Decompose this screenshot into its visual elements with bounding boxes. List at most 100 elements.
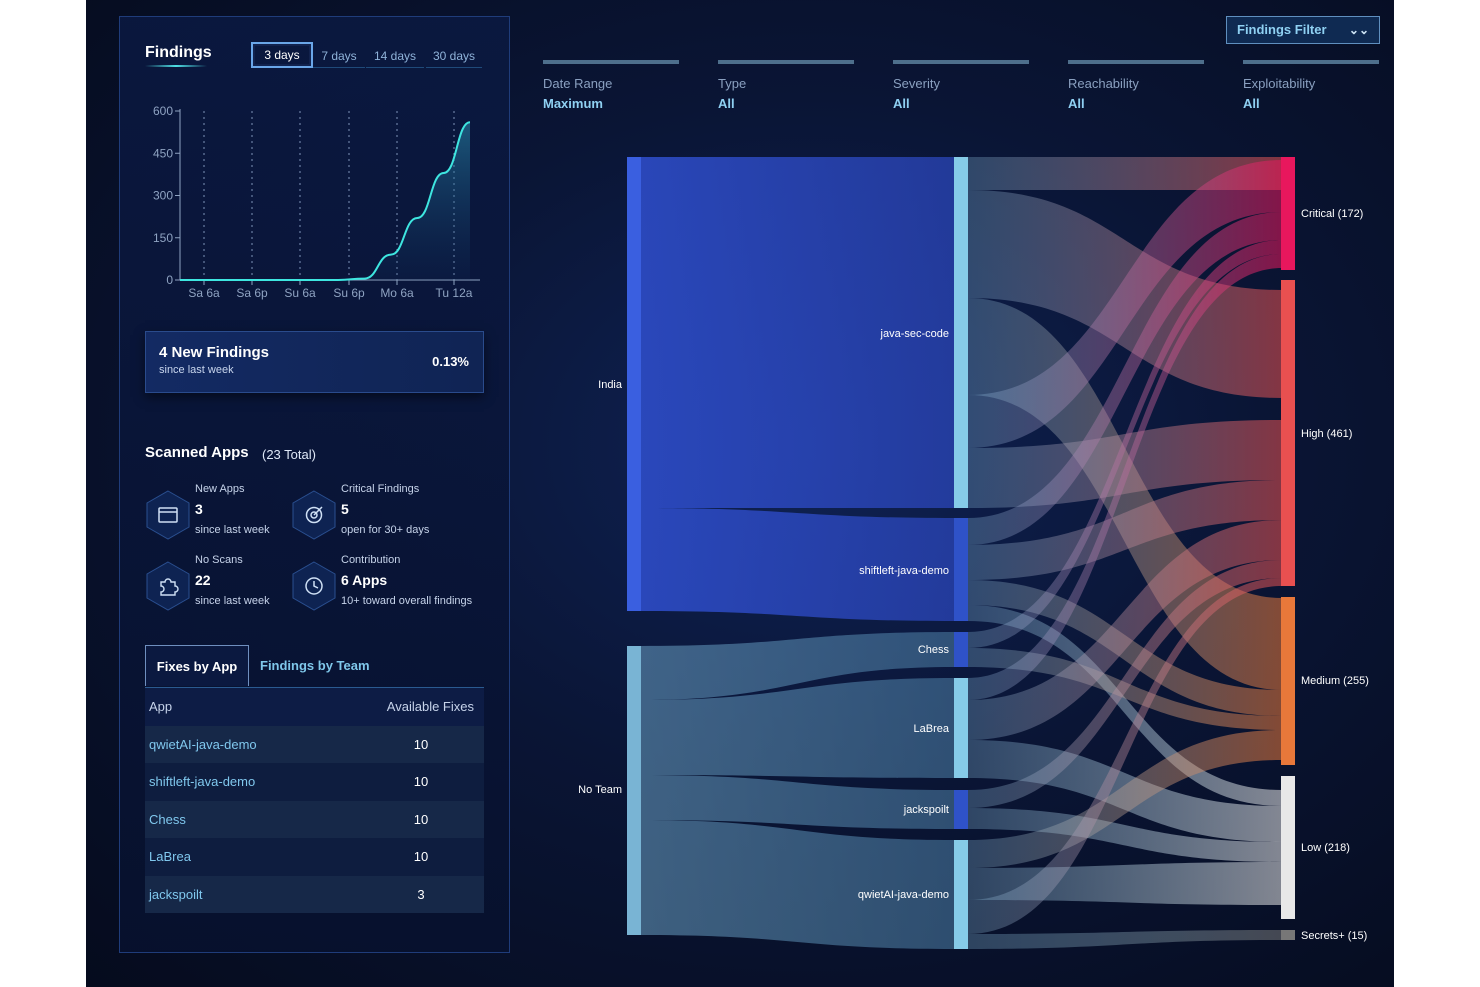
x-tick-label: Sa 6a: [188, 286, 220, 300]
range-tab-14-days[interactable]: 14 days: [366, 45, 424, 68]
y-tick-label: 450: [153, 146, 173, 160]
link-app-severity-14[interactable]: [968, 560, 1282, 808]
app-node-0[interactable]: [954, 157, 968, 508]
stat-new-apps: New Apps 3 since last week: [145, 483, 315, 547]
link-app-severity-0[interactable]: [968, 157, 1282, 190]
fix-count: 10: [413, 811, 429, 827]
app-node-4[interactable]: [954, 790, 968, 829]
link-app-severity-3[interactable]: [968, 160, 1282, 448]
app-node-1[interactable]: [954, 518, 968, 621]
link-app-severity-18[interactable]: [968, 578, 1282, 934]
severity-node-4[interactable]: [1281, 930, 1295, 940]
app-link[interactable]: qwietAI-java-demo: [149, 736, 257, 752]
column-header-app[interactable]: App: [149, 699, 173, 714]
new-findings-card: 4 New Findings since last week 0.13%: [145, 331, 484, 393]
facet-bar: [543, 60, 679, 64]
stat-label: No Scans: [195, 554, 243, 566]
app-link[interactable]: LaBrea: [149, 849, 191, 864]
dashboard-frame: Findings 3 days 7 days 14 days 30 days 6…: [86, 0, 1394, 987]
new-findings-subtitle: since last week: [159, 364, 234, 376]
findings-filter-button[interactable]: Findings Filter ⌄⌄: [1226, 16, 1380, 44]
severity-node-label: High (461): [1301, 428, 1352, 440]
link-noteam-labrea[interactable]: [641, 678, 954, 778]
x-tick-label: Su 6a: [284, 286, 316, 300]
link-india-shiftleft-java-demo[interactable]: [641, 508, 954, 621]
app-node-2[interactable]: [954, 632, 968, 667]
severity-node-1[interactable]: [1281, 280, 1295, 586]
link-app-severity-5[interactable]: [968, 212, 1282, 545]
stat-sub: since last week: [195, 524, 270, 536]
severity-node-3[interactable]: [1281, 776, 1295, 919]
y-tick-label: 150: [153, 231, 173, 245]
severity-node-0[interactable]: [1281, 157, 1295, 270]
facet-bar: [1068, 60, 1204, 64]
link-app-severity-8[interactable]: [968, 605, 1282, 806]
findings-trend-chart: 600 450 300 150 0 Sa 6a Sa 6p Su 6a Su 6p Mo 6a Tu…: [153, 104, 480, 300]
link-app-severity-16[interactable]: [968, 730, 1282, 868]
facet-exploitability[interactable]: Exploitability All: [1243, 60, 1379, 111]
tab-findings-by-team[interactable]: Findings by Team: [260, 658, 370, 673]
column-header-available-fixes[interactable]: Available Fixes: [386, 699, 474, 714]
app-node-label: qwietAI-java-demo: [858, 889, 949, 901]
app-link[interactable]: Chess: [149, 811, 186, 827]
trend-area: [180, 122, 470, 280]
tab-fixes-by-app[interactable]: Fixes by App: [145, 645, 249, 686]
app-node-3[interactable]: [954, 678, 968, 778]
link-noteam-chess[interactable]: [641, 632, 954, 700]
y-tick-label: 600: [153, 104, 173, 118]
facet-value[interactable]: All: [893, 96, 910, 111]
fix-count: 10: [413, 849, 429, 864]
table-row[interactable]: LaBrea 10: [145, 838, 484, 876]
findings-panel: Findings 3 days 7 days 14 days 30 days 6…: [119, 16, 510, 953]
facet-reachability[interactable]: Reachability All: [1068, 60, 1204, 111]
stat-label: Contribution: [341, 554, 401, 566]
link-noteam-jackspoilt[interactable]: [641, 775, 954, 829]
facet-value[interactable]: All: [1243, 96, 1260, 111]
link-app-severity-19[interactable]: [968, 930, 1282, 949]
link-app-severity-11[interactable]: [968, 254, 1282, 700]
app-node-5[interactable]: [954, 840, 968, 949]
app-link[interactable]: jackspoilt: [149, 886, 203, 902]
severity-node-label: Low (218): [1301, 842, 1350, 854]
facet-value[interactable]: All: [1068, 96, 1085, 111]
team-node-0[interactable]: [627, 157, 641, 611]
app-node-label: LaBrea: [914, 723, 950, 735]
stat-no-scans: No Scans 22 since last week: [145, 554, 315, 618]
team-node-label: No Team: [578, 784, 622, 796]
severity-node-2[interactable]: [1281, 597, 1295, 765]
table-row[interactable]: shiftleft-java-demo 10: [145, 763, 484, 801]
table-row[interactable]: Chess 10: [145, 800, 484, 838]
link-app-severity-15[interactable]: [968, 808, 1282, 862]
range-tab-7-days[interactable]: 7 days: [313, 45, 365, 68]
app-node-label: jackspoilt: [903, 804, 949, 816]
x-tick-label: Su 6p: [333, 286, 365, 300]
range-tab-3-days[interactable]: 3 days: [251, 42, 313, 68]
link-india-java-sec-code[interactable]: [641, 157, 954, 508]
stat-label: Critical Findings: [341, 483, 420, 495]
stat-contribution: Contribution 6 Apps 10+ toward overall f…: [291, 554, 472, 618]
link-app-severity-12[interactable]: [968, 520, 1282, 740]
x-tick-label: Mo 6a: [380, 286, 414, 300]
severity-node-label: Medium (255): [1301, 675, 1369, 687]
table-row[interactable]: jackspoilt 3: [145, 875, 484, 913]
table-row[interactable]: qwietAI-java-demo 10: [145, 725, 484, 763]
facet-bar: [1243, 60, 1379, 64]
scanned-apps-title: Scanned Apps: [145, 444, 249, 461]
facet-label: Severity: [893, 76, 940, 91]
range-tab-30-days[interactable]: 30 days: [426, 45, 482, 68]
facet-type[interactable]: Type All: [718, 60, 854, 111]
app-link[interactable]: shiftleft-java-demo: [149, 774, 256, 789]
findings-underline: [145, 65, 207, 67]
fix-count: 10: [413, 736, 429, 752]
facet-value[interactable]: Maximum: [543, 96, 603, 111]
facet-value[interactable]: All: [718, 96, 735, 111]
link-app-severity-9[interactable]: [968, 240, 1282, 648]
findings-filter-label: Findings Filter: [1237, 22, 1327, 37]
facet-date-range[interactable]: Date Range Maximum: [543, 60, 679, 111]
fixes-table: App Available Fixes qwietAI-java-demo 10…: [145, 688, 484, 913]
facet-severity[interactable]: Severity All: [893, 60, 1029, 111]
stat-value: 3: [195, 501, 203, 517]
link-noteam-qwietai-java-demo[interactable]: [641, 820, 954, 949]
link-app-severity-6[interactable]: [968, 480, 1282, 580]
team-node-1[interactable]: [627, 646, 641, 935]
